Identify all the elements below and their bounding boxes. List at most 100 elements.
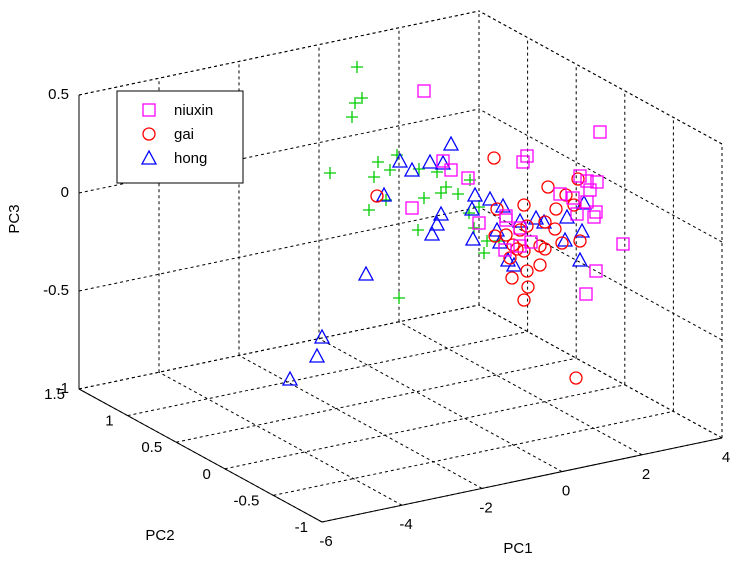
series-square-points	[405, 84, 630, 301]
circle-point	[569, 371, 583, 385]
triangle-point	[434, 154, 452, 170]
square-point	[579, 287, 593, 301]
circle-point	[506, 238, 520, 252]
tick-label: -0.5	[43, 282, 69, 299]
circle-point	[503, 251, 517, 265]
grid-line	[78, 304, 480, 390]
circle-point	[571, 172, 585, 186]
square-point	[499, 213, 513, 227]
triangle-point	[527, 209, 545, 225]
legend-marker-circle	[142, 127, 156, 141]
square-point	[566, 191, 580, 205]
tick-label: 4	[722, 449, 730, 466]
triangle-point	[432, 205, 450, 221]
tick-label: -2	[479, 499, 492, 516]
tick-label: 0.5	[141, 439, 162, 456]
tick-label: 0	[562, 483, 570, 500]
data-points	[281, 61, 630, 386]
circle-point	[370, 189, 384, 203]
triangle-point	[464, 230, 482, 246]
legend: niuxin gai hong	[116, 90, 244, 184]
tick-label: 0	[61, 184, 69, 201]
circle-point	[499, 228, 513, 242]
square-point	[616, 237, 630, 251]
triangle-point	[428, 215, 446, 231]
triangle-point	[313, 328, 331, 344]
circle-point	[573, 234, 587, 248]
circle-point	[538, 215, 552, 229]
plus-point	[435, 187, 447, 199]
plus-point	[351, 61, 363, 73]
triangle-point	[403, 161, 421, 177]
grid-line	[273, 410, 674, 496]
tick-label: 0	[202, 466, 210, 483]
square-point	[461, 171, 475, 185]
square-point	[417, 84, 431, 98]
plus-point	[346, 111, 358, 123]
circle-point	[521, 280, 535, 294]
plus-point	[418, 192, 430, 204]
grid-line	[238, 354, 483, 489]
triangle-point	[308, 347, 326, 363]
square-point	[580, 174, 594, 188]
triangle-point	[494, 197, 512, 213]
square-point	[580, 195, 594, 209]
circle-point	[538, 242, 552, 256]
tick-label: 0.5	[48, 86, 69, 103]
legend-marker-triangle	[140, 149, 158, 165]
tick-label: 1	[105, 413, 113, 430]
plus-point	[324, 167, 336, 179]
plus-point	[393, 292, 405, 304]
tick-label: -1	[56, 380, 69, 397]
plus-point	[363, 204, 375, 216]
box-edge	[78, 10, 480, 96]
plus-point	[372, 156, 384, 168]
circle-point	[555, 236, 569, 250]
y-axis-label: PC2	[145, 527, 174, 544]
square-point	[513, 221, 527, 235]
circle-point	[520, 219, 534, 233]
triangle-point	[571, 251, 589, 267]
grid-line	[478, 304, 723, 439]
tick-label: 1.5	[44, 386, 65, 403]
triangle-point	[357, 265, 375, 281]
square-point	[590, 175, 604, 189]
legend-box	[116, 90, 244, 184]
square-point	[472, 216, 486, 230]
square-point	[570, 207, 584, 221]
square-point	[405, 201, 419, 215]
triangle-point	[463, 200, 481, 216]
triangle-point	[375, 186, 393, 202]
square-point	[516, 155, 530, 169]
circle-point	[541, 180, 555, 194]
circle-point	[533, 258, 547, 272]
circle-point	[548, 222, 562, 236]
square-point	[436, 154, 450, 168]
legend-marker-square	[142, 103, 156, 117]
circle-point	[517, 198, 531, 212]
plus-point	[356, 92, 368, 104]
axis-labels: PC1 PC2 PC3	[6, 204, 533, 557]
grid-line	[318, 338, 563, 473]
plus-point	[412, 224, 424, 236]
triangle-point	[391, 152, 409, 168]
plus-point	[440, 181, 452, 193]
circle-point	[517, 244, 531, 258]
grid-line	[478, 206, 723, 341]
grid-line	[127, 331, 528, 417]
tick-label: 2	[642, 466, 650, 483]
triangle-point	[466, 186, 484, 202]
plus-point	[384, 164, 396, 176]
tick-label: -1	[295, 519, 308, 536]
tick-label: -0.5	[234, 492, 260, 509]
circle-point	[487, 151, 501, 165]
legend-label: gai	[174, 126, 194, 143]
square-point	[589, 205, 603, 219]
square-point	[583, 183, 597, 197]
grid-line	[78, 206, 480, 292]
grid-line	[224, 384, 625, 470]
triangle-point	[556, 231, 574, 247]
triangle-point	[481, 190, 499, 206]
triangle-point	[573, 222, 591, 238]
